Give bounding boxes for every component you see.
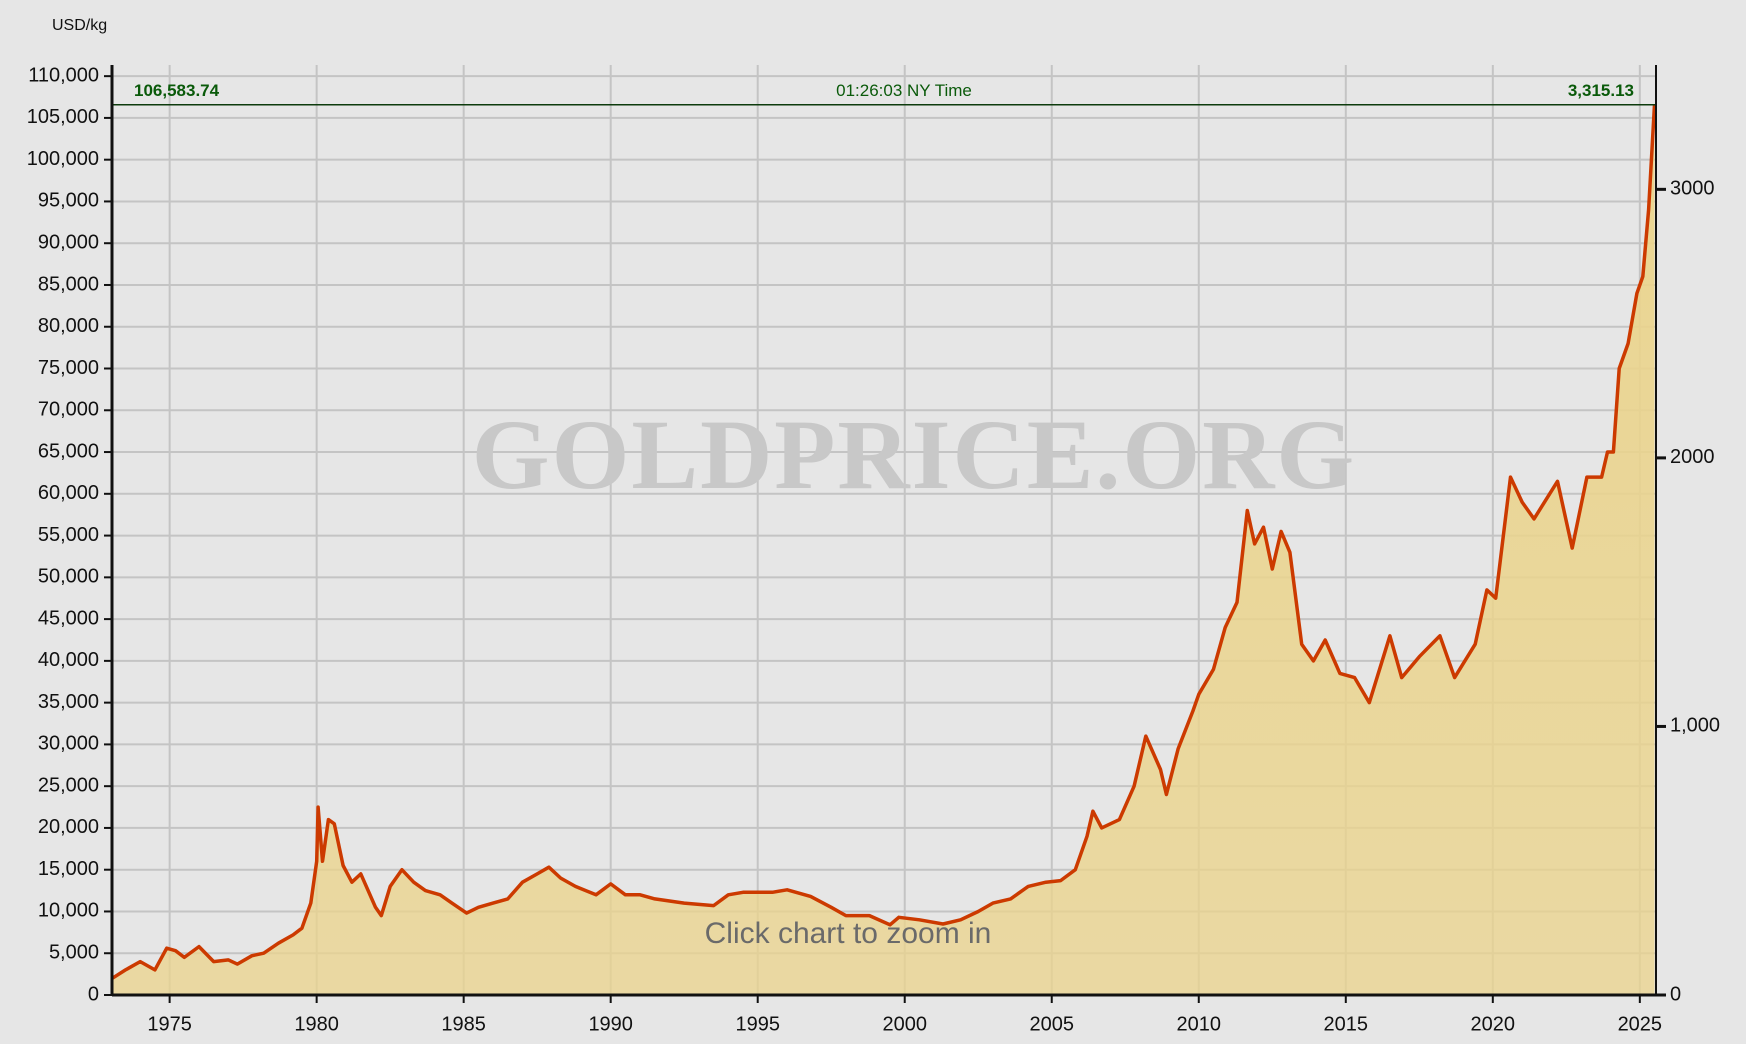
current-price-oz: 3,315.13 xyxy=(1568,81,1634,100)
y-tick-label: 85,000 xyxy=(38,273,99,295)
y-tick-label: 90,000 xyxy=(38,231,99,253)
y2-tick-label: 0 xyxy=(1670,983,1681,1005)
current-time: 01:26:03 NY Time xyxy=(836,81,972,100)
y-tick-label: 10,000 xyxy=(38,900,99,922)
y-tick-label: 60,000 xyxy=(38,482,99,504)
price-line xyxy=(111,104,1657,980)
x-tick-label: 1995 xyxy=(735,1013,780,1035)
x-tick-label: 1985 xyxy=(441,1013,486,1035)
x-tick-label: 2010 xyxy=(1177,1013,1222,1035)
watermark: GOLDPRICE.ORG xyxy=(472,399,1356,510)
x-tick-label: 1990 xyxy=(588,1013,633,1035)
y2-tick-label: 2000 xyxy=(1670,446,1715,468)
x-tick-label: 2015 xyxy=(1324,1013,1369,1035)
x-tick-label: 2025 xyxy=(1618,1013,1663,1035)
y-tick-label: 20,000 xyxy=(38,816,99,838)
x-tick-label: 2005 xyxy=(1029,1013,1074,1035)
y-tick-label: 30,000 xyxy=(38,733,99,755)
y-tick-label: 110,000 xyxy=(28,64,99,86)
y2-tick-label: 1,000 xyxy=(1670,715,1720,737)
x-tick-label: 2020 xyxy=(1471,1013,1516,1035)
y-tick-label: 100,000 xyxy=(27,148,99,170)
y-tick-label: 45,000 xyxy=(38,607,99,629)
y-tick-label: 55,000 xyxy=(38,524,99,546)
y-tick-label: 5,000 xyxy=(49,942,99,964)
x-tick-label: 2000 xyxy=(882,1013,927,1035)
area-fill xyxy=(112,104,1655,995)
y-tick-label: 0 xyxy=(88,983,99,1005)
y2-tick-label: 3000 xyxy=(1670,178,1715,200)
y-tick-label: 35,000 xyxy=(38,691,99,713)
y-tick-label: 40,000 xyxy=(38,649,99,671)
y-tick-label: 25,000 xyxy=(38,774,99,796)
x-tick-label: 1980 xyxy=(294,1013,339,1035)
current-price-kg: 106,583.74 xyxy=(134,81,220,100)
y-tick-label: 75,000 xyxy=(38,357,99,379)
y-tick-label: 105,000 xyxy=(27,106,99,128)
y-tick-label: 70,000 xyxy=(38,399,99,421)
y-tick-label: 65,000 xyxy=(38,440,99,462)
y-tick-label: 95,000 xyxy=(38,190,99,212)
y-tick-label: 15,000 xyxy=(38,858,99,880)
y-tick-label: 50,000 xyxy=(38,566,99,588)
y-axis-label: USD/kg xyxy=(52,17,107,34)
x-tick-label: 1975 xyxy=(147,1013,192,1035)
y-tick-label: 80,000 xyxy=(38,315,99,337)
zoom-hint: Click chart to zoom in xyxy=(705,917,992,950)
